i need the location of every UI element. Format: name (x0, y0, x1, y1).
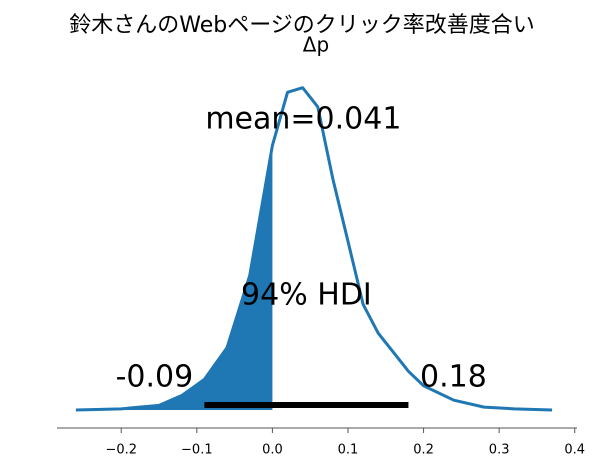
hdi-low-label: -0.09 (116, 360, 194, 395)
shaded-area (75, 145, 273, 410)
x-tick-label: 0.0 (262, 443, 283, 458)
x-tick-label: 0.2 (413, 443, 434, 458)
chart-subtitle: Δp (303, 33, 329, 57)
x-tick-label: 0.3 (489, 443, 510, 458)
x-tick-label: 0.4 (564, 443, 585, 458)
hdi-high-label: 0.18 (420, 360, 487, 395)
x-tick-label: 0.1 (338, 443, 359, 458)
mean-label: mean=0.041 (205, 102, 401, 137)
chart-title: 鈴木さんのWebページのクリック率改善度合い (69, 13, 535, 38)
hdi-label: 94% HDI (241, 278, 372, 313)
density-line (75, 86, 553, 412)
x-tick-label: −0.2 (105, 443, 137, 458)
x-tick-label: −0.1 (181, 443, 213, 458)
